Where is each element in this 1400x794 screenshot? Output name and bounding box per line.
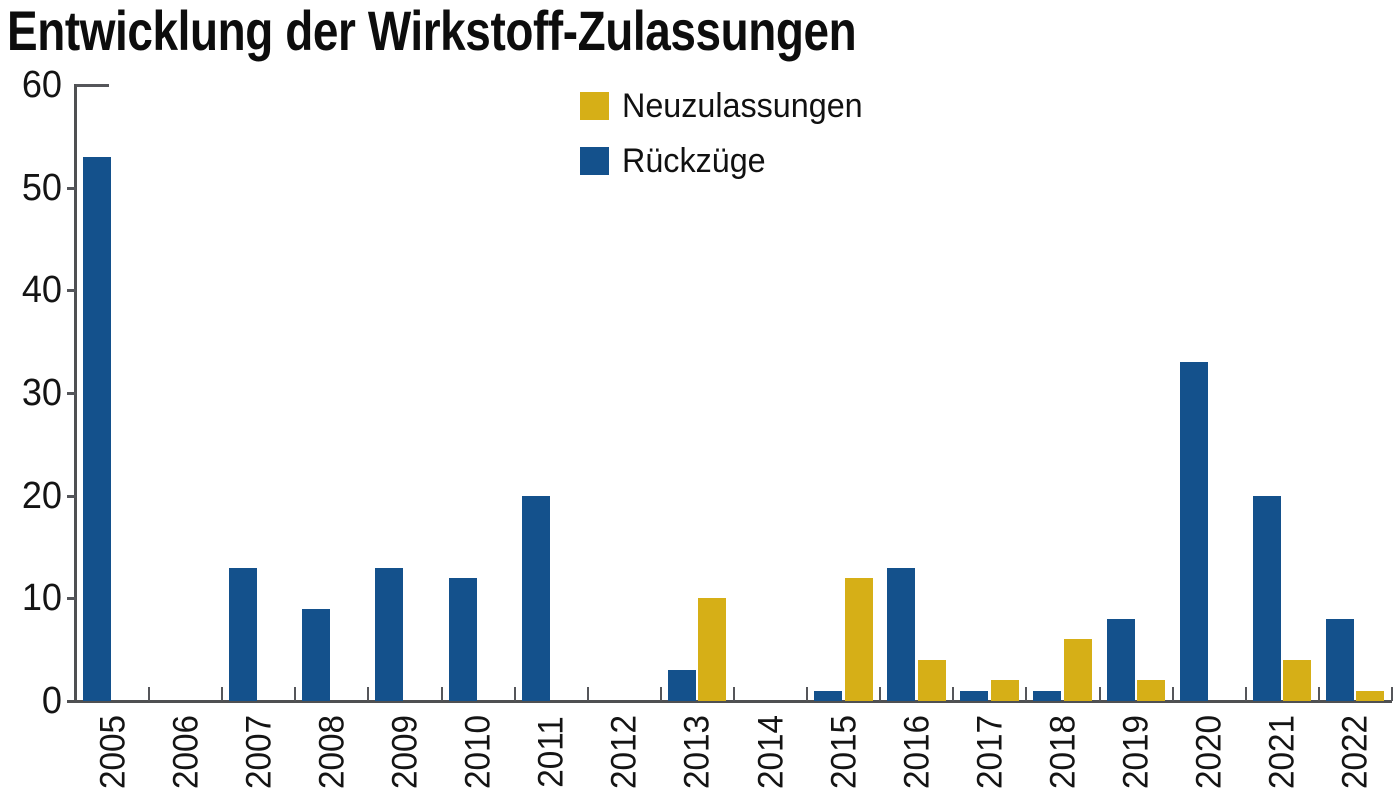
x-tick bbox=[1391, 687, 1393, 701]
x-axis-label: 2018 bbox=[1043, 715, 1083, 789]
y-tick bbox=[67, 597, 76, 601]
x-axis-label: 2015 bbox=[824, 715, 864, 789]
y-tick-label: 50 bbox=[21, 166, 62, 209]
bar-rueckzuege-2015 bbox=[814, 690, 843, 701]
x-axis-label: 2022 bbox=[1335, 715, 1375, 789]
y-tick-label: 40 bbox=[21, 269, 62, 312]
x-axis-label: 2020 bbox=[1189, 715, 1229, 789]
x-axis-label: 2014 bbox=[751, 715, 791, 789]
x-axis-label: 2007 bbox=[239, 715, 279, 789]
x-axis bbox=[67, 700, 1392, 703]
bar-neuzulassungen-2022 bbox=[1356, 690, 1385, 701]
legend-label-neuzulassungen: Neuzulassungen bbox=[622, 87, 863, 125]
x-axis-label: 2009 bbox=[385, 715, 425, 789]
bar-rueckzuege-2007 bbox=[229, 567, 258, 701]
x-tick bbox=[733, 687, 735, 701]
x-axis-label: 2017 bbox=[970, 715, 1010, 789]
bar-rueckzuege-2016 bbox=[887, 567, 916, 701]
bar-rueckzuege-2018 bbox=[1033, 690, 1062, 701]
y-tick-label: 0 bbox=[41, 680, 62, 722]
x-axis-label: 2012 bbox=[604, 715, 644, 789]
x-axis-label: 2005 bbox=[93, 715, 133, 789]
x-tick bbox=[1098, 687, 1101, 701]
x-tick bbox=[586, 687, 589, 701]
legend-swatch-rueckzuege bbox=[580, 147, 609, 175]
y-tick bbox=[67, 494, 76, 498]
x-axis-label: 2006 bbox=[166, 715, 206, 789]
x-axis-label: 2008 bbox=[312, 715, 352, 789]
bar-neuzulassungen-2013 bbox=[698, 598, 727, 701]
x-tick bbox=[367, 687, 370, 701]
y-tick bbox=[67, 186, 76, 190]
x-tick bbox=[1171, 687, 1174, 701]
bar-neuzulassungen-2021 bbox=[1283, 659, 1312, 701]
bar-rueckzuege-2011 bbox=[521, 495, 550, 701]
y-tick-top bbox=[76, 84, 109, 87]
x-tick bbox=[1025, 687, 1028, 701]
bar-neuzulassungen-2018 bbox=[1063, 639, 1092, 701]
x-axis-label: 2011 bbox=[531, 716, 571, 788]
y-tick-label: 30 bbox=[21, 372, 62, 414]
bar-rueckzuege-2008 bbox=[302, 608, 331, 701]
x-tick bbox=[806, 687, 809, 701]
bar-rueckzuege-2022 bbox=[1325, 618, 1354, 701]
x-axis-label: 2010 bbox=[458, 715, 498, 789]
y-tick bbox=[67, 392, 76, 395]
bar-rueckzuege-2020 bbox=[1179, 362, 1208, 701]
legend-item-rueckzuege: Rückzüge bbox=[580, 142, 773, 180]
legend-label-rueckzuege: Rückzüge bbox=[622, 142, 766, 180]
bar-neuzulassungen-2017 bbox=[990, 680, 1019, 701]
y-tick-label: 10 bbox=[21, 577, 62, 620]
x-tick bbox=[879, 687, 882, 701]
x-tick bbox=[513, 687, 516, 701]
x-axis-label: 2016 bbox=[897, 715, 937, 789]
x-tick bbox=[1317, 687, 1320, 701]
x-tick bbox=[440, 687, 443, 701]
y-tick bbox=[67, 289, 76, 293]
bar-neuzulassungen-2019 bbox=[1137, 680, 1166, 701]
legend-item-neuzulassungen: Neuzulassungen bbox=[580, 87, 875, 125]
bar-rueckzuege-2017 bbox=[960, 690, 989, 701]
bar-neuzulassungen-2016 bbox=[917, 659, 946, 701]
x-tick bbox=[952, 687, 955, 701]
x-tick bbox=[148, 687, 151, 701]
bar-neuzulassungen-2015 bbox=[844, 577, 873, 701]
bar-rueckzuege-2005 bbox=[83, 156, 111, 701]
x-axis-label: 2021 bbox=[1262, 715, 1302, 789]
x-axis-label: 2013 bbox=[677, 715, 717, 789]
x-axis-label: 2019 bbox=[1116, 715, 1156, 789]
x-tick bbox=[1244, 687, 1247, 701]
x-tick bbox=[294, 687, 297, 701]
chart-title: Entwicklung der Wirkstoff-Zulassungen bbox=[7, 0, 857, 62]
y-tick-label: 60 bbox=[21, 64, 62, 106]
bar-rueckzuege-2010 bbox=[448, 577, 477, 701]
legend-swatch-neuzulassungen bbox=[580, 92, 609, 120]
bar-rueckzuege-2021 bbox=[1252, 495, 1281, 701]
y-tick-label: 20 bbox=[21, 474, 62, 517]
x-tick bbox=[221, 687, 224, 701]
bar-rueckzuege-2013 bbox=[667, 670, 696, 701]
bar-rueckzuege-2009 bbox=[375, 567, 404, 701]
bar-rueckzuege-2019 bbox=[1106, 618, 1135, 701]
x-tick bbox=[659, 687, 662, 701]
